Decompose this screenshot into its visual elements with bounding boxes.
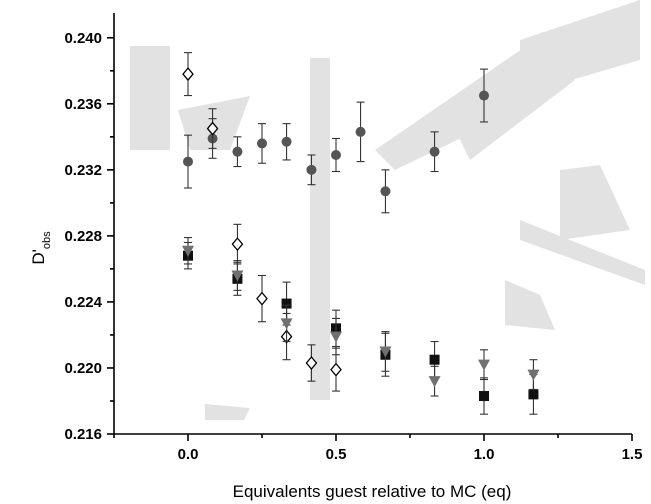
data-point-square — [528, 389, 539, 400]
series-2-square — [183, 241, 539, 415]
data-point-circle — [257, 138, 267, 149]
data-point-circle — [183, 156, 193, 167]
x-axis-title: Equivalents guest relative to MC (eq) — [233, 482, 512, 501]
axis-labels: Equivalents guest relative to MC (eq) D'… — [29, 231, 511, 501]
data-point-triangle — [527, 369, 540, 381]
data-point-diamond — [231, 237, 244, 252]
data-point-diamond — [182, 67, 194, 82]
y-tick-label: 0.216 — [64, 426, 102, 443]
data-marks — [182, 52, 540, 415]
data-point-triangle — [330, 331, 342, 343]
y-tick-label: 0.240 — [64, 30, 102, 47]
series-3-triangle-down — [182, 236, 540, 397]
y-tick-label: 0.236 — [64, 96, 102, 113]
y-tick-label: 0.220 — [64, 360, 102, 377]
y-tick-label: 0.224 — [64, 294, 102, 311]
data-point-triangle — [428, 376, 441, 388]
data-point-triangle — [231, 270, 244, 282]
data-point-circle — [380, 186, 391, 197]
y-axis-title: D'obs — [29, 231, 53, 265]
data-point-triangle — [182, 245, 194, 257]
x-tick-label: 1.5 — [622, 446, 643, 463]
x-tick-label: 0.5 — [326, 446, 347, 463]
data-point-square — [281, 298, 292, 309]
data-point-square — [429, 354, 440, 365]
data-point-circle — [429, 146, 440, 157]
series-0-circle — [183, 68, 489, 214]
y-axis-title-sub: obs — [41, 231, 53, 249]
y-tick-label: 0.232 — [64, 162, 102, 179]
data-point-diamond — [256, 291, 268, 306]
data-point-diamond — [330, 362, 342, 377]
data-point-triangle — [280, 318, 293, 330]
data-point-circle — [281, 136, 292, 147]
axes: 0.0 0.5 1.0 1.5 0.216 0.220 0.224 0.228 0.232 0.2… — [64, 13, 642, 463]
y-axis-title-main: D' — [29, 249, 48, 265]
data-point-diamond — [305, 355, 318, 371]
data-point-circle — [479, 90, 489, 101]
data-point-circle — [355, 126, 366, 137]
data-point-triangle — [379, 346, 392, 358]
y-tick-label: 0.228 — [64, 228, 102, 245]
data-point-circle — [306, 164, 317, 175]
draft-watermark — [130, 0, 645, 420]
data-point-square — [479, 391, 489, 402]
x-tick-label: 0.0 — [178, 446, 199, 463]
data-point-circle — [331, 149, 341, 160]
data-point-triangle — [478, 359, 490, 371]
data-point-circle — [232, 146, 243, 157]
data-point-diamond — [206, 121, 219, 136]
x-tick-label: 1.0 — [474, 446, 495, 463]
